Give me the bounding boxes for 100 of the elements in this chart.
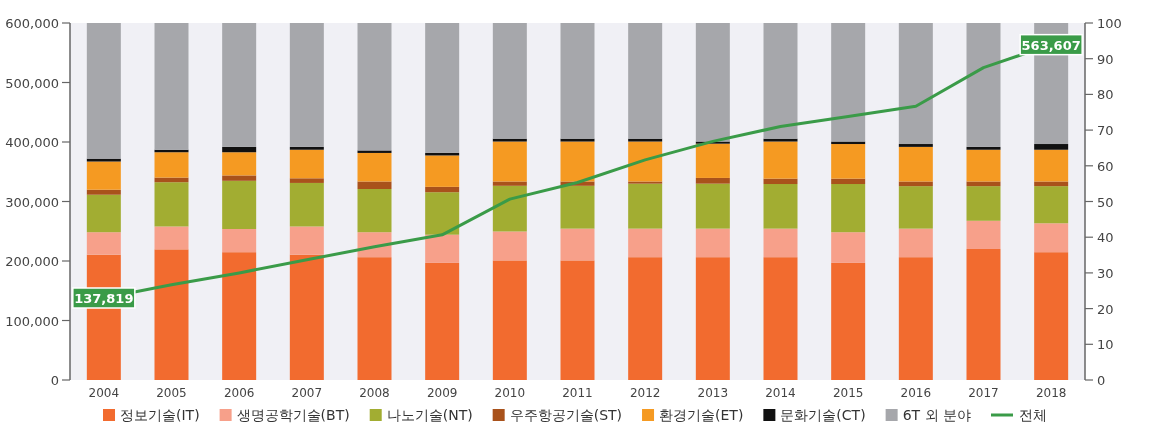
y-tick-label: 400,000 [5, 135, 59, 150]
bar [831, 23, 866, 142]
bar [898, 23, 933, 145]
bar [357, 189, 392, 233]
legend-label: 우주항공기술(ST) [509, 407, 623, 423]
bar [154, 226, 189, 250]
legend-label: 생명공학기술(BT) [236, 407, 350, 423]
bar [763, 178, 798, 185]
bar [560, 23, 595, 139]
bar [695, 228, 730, 258]
data-label: 563,607 [1021, 37, 1081, 53]
y2-tick-label: 10 [1097, 337, 1114, 353]
bar [289, 178, 324, 183]
x-tick-label: 2005 [156, 386, 187, 400]
bar [154, 152, 189, 178]
bar [492, 23, 527, 139]
bar [154, 249, 189, 380]
legend-label: 전체 [1018, 407, 1047, 423]
bar [86, 23, 121, 159]
bar [154, 23, 189, 150]
bar [492, 138, 527, 142]
bar [289, 149, 324, 179]
bar [560, 138, 595, 142]
bar [695, 177, 730, 184]
bar [425, 234, 460, 263]
bar [898, 146, 933, 182]
bar [898, 186, 933, 229]
bar [628, 181, 663, 184]
x-tick-label: 2014 [765, 386, 796, 400]
legend-label: 6T 외 분야 [902, 407, 971, 423]
data-label: 137,819 [74, 291, 134, 306]
bar [425, 186, 460, 193]
bar [831, 262, 866, 380]
y-tick-label: 300,000 [5, 194, 59, 210]
bar [695, 257, 730, 380]
y2-tick-label: 20 [1097, 301, 1114, 317]
x-tick-label: 2010 [494, 386, 526, 400]
bar [154, 182, 189, 227]
bar [966, 248, 1001, 380]
y2-tick-label: 50 [1097, 194, 1114, 210]
bar [357, 150, 392, 153]
bar [628, 138, 663, 142]
bar [1034, 223, 1069, 253]
bar [289, 182, 324, 227]
bar [86, 158, 121, 162]
x-tick-label: 2015 [832, 386, 864, 400]
bar [898, 144, 933, 147]
legend-label: 문화기술(CT) [780, 407, 866, 423]
bar [492, 231, 527, 261]
bar [966, 149, 1001, 182]
bar [492, 260, 527, 380]
bar [357, 23, 392, 151]
bar [222, 23, 257, 147]
bar [831, 184, 866, 233]
bar [289, 146, 324, 150]
y2-tick-label: 40 [1097, 230, 1114, 246]
bar [425, 23, 460, 153]
y2-tick-label: 60 [1097, 158, 1114, 174]
bar [966, 220, 1001, 249]
bar [222, 180, 257, 229]
bar [695, 23, 730, 142]
y2-tick-label: 80 [1097, 87, 1114, 103]
bar [628, 257, 663, 380]
bar [425, 192, 460, 235]
bar [560, 185, 595, 229]
bar [763, 138, 798, 142]
bar [560, 141, 595, 182]
bar [86, 232, 121, 255]
bar [628, 141, 663, 182]
bar [222, 175, 257, 181]
bar [831, 178, 866, 185]
bar [86, 194, 121, 233]
y2-tick-label: 90 [1097, 51, 1114, 67]
x-tick-label: 2006 [223, 386, 255, 400]
bar [492, 141, 527, 182]
x-tick-label: 2018 [1035, 386, 1067, 400]
bar [763, 257, 798, 380]
bar [831, 232, 866, 263]
bar [831, 144, 866, 179]
x-tick-label: 2008 [359, 386, 390, 400]
y2-tick-label: 0 [1097, 373, 1106, 388]
bar [492, 185, 527, 232]
bar [966, 23, 1001, 147]
legend-label: 정보기술(IT) [120, 407, 200, 423]
y-tick-label: 0 [50, 373, 59, 388]
x-tick-label: 2007 [291, 386, 323, 400]
y-tick-label: 500,000 [5, 75, 59, 91]
bar [1034, 186, 1069, 224]
x-tick-label: 2012 [629, 386, 661, 400]
bar [560, 228, 595, 261]
bar [628, 183, 663, 229]
bar [966, 186, 1001, 221]
bar [966, 146, 1001, 150]
x-tick-label: 2011 [562, 386, 593, 400]
bar [425, 262, 460, 380]
bar [222, 252, 257, 380]
bar [222, 152, 257, 176]
bar [357, 152, 392, 182]
y2-tick-label: 30 [1097, 265, 1114, 281]
bar [1034, 149, 1069, 182]
